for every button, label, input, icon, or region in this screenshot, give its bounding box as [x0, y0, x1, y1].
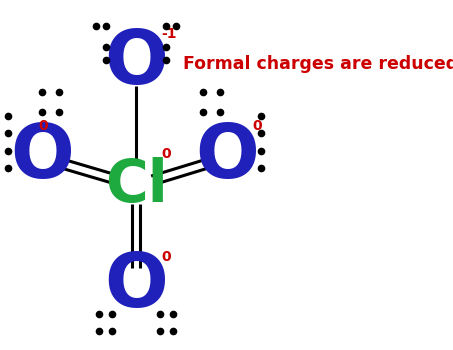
- Text: 0: 0: [161, 250, 171, 264]
- Text: 0: 0: [252, 119, 262, 133]
- Text: O: O: [195, 121, 259, 194]
- Text: O: O: [104, 27, 168, 100]
- Text: 0: 0: [161, 147, 171, 161]
- Text: Formal charges are reduced: Formal charges are reduced: [183, 55, 453, 73]
- Text: O: O: [10, 121, 74, 194]
- Text: O: O: [104, 250, 168, 323]
- Text: -1: -1: [161, 27, 177, 41]
- Text: Cl: Cl: [105, 157, 168, 214]
- Text: 0: 0: [39, 119, 48, 133]
